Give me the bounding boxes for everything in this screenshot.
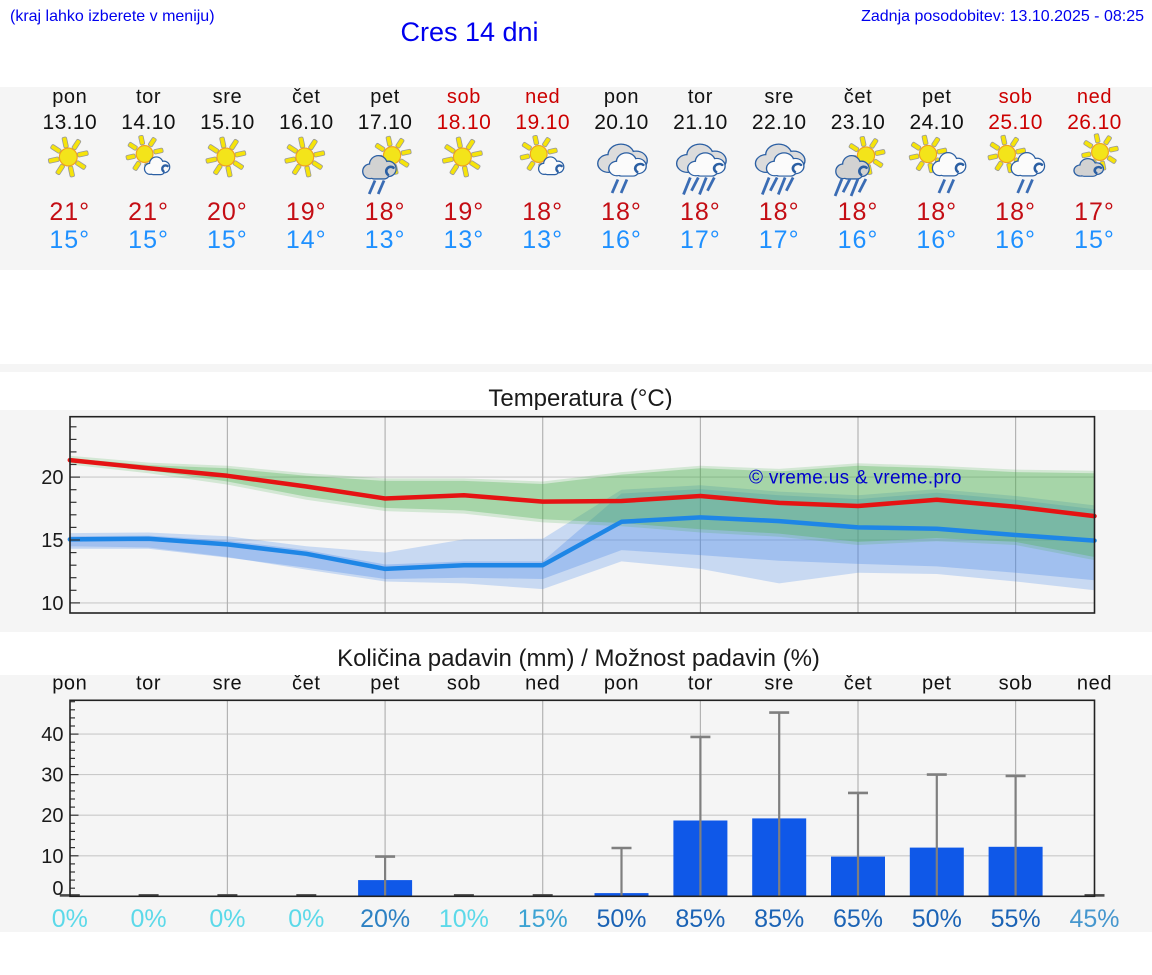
svg-text:20: 20	[41, 467, 63, 489]
svg-text:10: 10	[41, 593, 63, 615]
svg-text:50%: 50%	[912, 905, 962, 932]
svg-text:sob: sob	[447, 675, 481, 695]
svg-text:pon: pon	[604, 675, 639, 695]
svg-text:85%: 85%	[754, 905, 804, 932]
svg-text:sre: sre	[764, 675, 794, 695]
svg-text:15: 15	[41, 530, 63, 552]
svg-text:45%: 45%	[1069, 905, 1119, 932]
svg-text:10%: 10%	[439, 905, 489, 932]
svg-text:55%: 55%	[991, 905, 1041, 932]
svg-text:0%: 0%	[288, 905, 324, 932]
svg-text:sob: sob	[999, 675, 1033, 695]
svg-text:pon: pon	[52, 675, 87, 695]
svg-text:pet: pet	[370, 675, 400, 695]
svg-text:pet: pet	[922, 675, 952, 695]
svg-text:čet: čet	[844, 675, 872, 695]
svg-text:tor: tor	[136, 675, 161, 695]
svg-text:© vreme.us & vreme.pro: © vreme.us & vreme.pro	[749, 468, 962, 489]
svg-text:20: 20	[41, 805, 63, 827]
svg-text:85%: 85%	[675, 905, 725, 932]
svg-text:ned: ned	[525, 675, 560, 695]
svg-text:15%: 15%	[518, 905, 568, 932]
svg-text:30: 30	[41, 765, 63, 787]
svg-text:0: 0	[52, 878, 63, 900]
svg-text:0%: 0%	[131, 905, 167, 932]
svg-text:0%: 0%	[52, 905, 88, 932]
svg-text:ned: ned	[1077, 675, 1112, 695]
svg-text:sre: sre	[213, 675, 243, 695]
svg-text:0%: 0%	[209, 905, 245, 932]
svg-text:10: 10	[41, 846, 63, 868]
svg-text:65%: 65%	[833, 905, 883, 932]
svg-text:50%: 50%	[596, 905, 646, 932]
svg-text:tor: tor	[688, 675, 713, 695]
svg-text:20%: 20%	[360, 905, 410, 932]
svg-text:40: 40	[41, 724, 63, 746]
svg-text:čet: čet	[292, 675, 320, 695]
